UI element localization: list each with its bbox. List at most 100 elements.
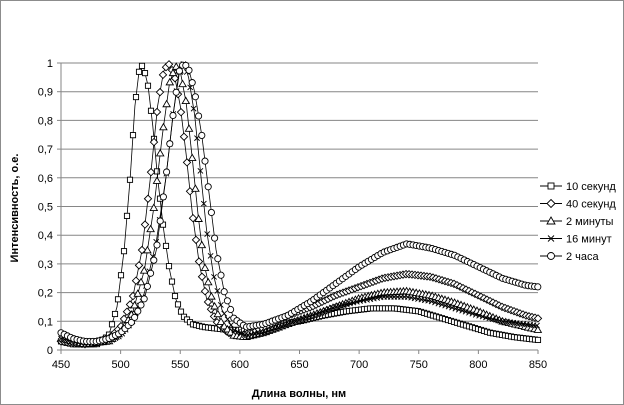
data-point <box>275 324 282 331</box>
data-point <box>214 287 221 294</box>
data-point <box>179 132 189 141</box>
data-point <box>129 132 137 139</box>
legend-label: 40 секунд <box>566 199 616 211</box>
data-point <box>268 326 275 333</box>
data-point <box>164 60 174 69</box>
data-point <box>265 328 272 335</box>
legend-label: 10 секунд <box>566 181 616 193</box>
data-point <box>195 112 203 120</box>
data-point <box>190 105 197 112</box>
legend-label: 16 минут <box>566 234 612 246</box>
x-tick-label: 850 <box>529 359 547 371</box>
data-point <box>207 292 216 300</box>
data-point <box>120 248 128 255</box>
data-point <box>137 245 147 255</box>
data-point <box>184 124 194 132</box>
data-point <box>466 309 472 316</box>
y-tick-label: 0,9 <box>38 87 53 99</box>
data-point <box>108 321 116 328</box>
data-point <box>336 302 343 309</box>
data-point <box>144 82 152 89</box>
data-point <box>432 299 438 306</box>
legend-marker <box>547 182 555 190</box>
data-point <box>228 322 234 328</box>
data-point <box>198 131 206 139</box>
data-point <box>172 88 180 96</box>
data-point <box>131 313 139 321</box>
data-point <box>176 107 186 117</box>
data-point <box>188 213 198 223</box>
data-point <box>185 66 193 74</box>
data-point <box>127 318 135 326</box>
data-point <box>534 283 542 291</box>
data-point <box>435 300 442 307</box>
data-point <box>149 203 159 211</box>
y-tick-labels: 0 0,1 0,2 0,3 0,4 0,5 0,6 0,7 0,8 0,9 1 <box>38 58 53 357</box>
data-point <box>459 307 466 314</box>
data-point <box>175 67 183 75</box>
y-tick-label: 0,8 <box>38 115 53 127</box>
data-point <box>132 94 140 101</box>
y-tick-label: 0,6 <box>38 173 53 185</box>
data-point <box>533 325 543 333</box>
data-point <box>182 61 190 69</box>
data-point <box>203 297 213 307</box>
y-tick-label: 0,5 <box>38 202 53 214</box>
y-tick-label: 0,4 <box>38 230 53 242</box>
data-point <box>146 167 156 177</box>
x-tick-label: 600 <box>231 359 249 371</box>
data-point <box>292 318 299 325</box>
data-point <box>177 308 185 315</box>
data-point <box>143 194 153 203</box>
data-point <box>117 272 125 279</box>
data-point <box>135 68 143 75</box>
data-point <box>197 272 207 281</box>
data-point <box>136 277 146 286</box>
data-point <box>200 286 210 296</box>
data-point <box>187 153 197 162</box>
data-point <box>203 277 213 286</box>
data-point <box>493 316 500 323</box>
data-point <box>143 282 151 290</box>
data-point <box>313 310 319 317</box>
series-line <box>60 61 539 345</box>
y-axis-title: Интенсивность, о.е. <box>9 154 21 263</box>
data-point <box>428 298 435 305</box>
data-point <box>174 301 182 308</box>
data-point <box>158 70 168 80</box>
data-point <box>149 137 159 147</box>
x-tick-label: 650 <box>290 359 308 371</box>
data-point <box>217 302 224 308</box>
legend: 10 секунд 40 секунд 2 минуты 16 минут 2 часа <box>540 181 616 263</box>
data-point <box>155 148 165 157</box>
data-point <box>188 79 196 87</box>
data-point <box>330 304 336 311</box>
series-5 <box>57 61 542 345</box>
data-point <box>166 140 174 148</box>
x-tick-label: 700 <box>350 359 368 371</box>
data-point <box>442 302 449 309</box>
data-point <box>210 301 219 310</box>
data-point <box>204 231 211 237</box>
legend-marker <box>546 198 556 209</box>
data-point <box>137 301 145 309</box>
data-point <box>194 214 203 222</box>
data-point <box>178 79 187 88</box>
data-point <box>476 312 483 319</box>
data-point <box>316 309 323 316</box>
legend-label: 2 минуты <box>566 216 613 228</box>
series-layer <box>56 60 543 349</box>
data-point <box>201 157 209 165</box>
data-point <box>347 300 353 307</box>
data-point <box>333 303 340 310</box>
data-point <box>211 234 219 242</box>
y-tick-label: 0,7 <box>38 144 53 156</box>
data-point <box>425 297 432 304</box>
data-point <box>207 252 214 259</box>
data-point <box>159 122 168 131</box>
x-tick-label: 500 <box>111 359 129 371</box>
data-point <box>140 220 150 229</box>
legend-marker <box>547 252 555 260</box>
